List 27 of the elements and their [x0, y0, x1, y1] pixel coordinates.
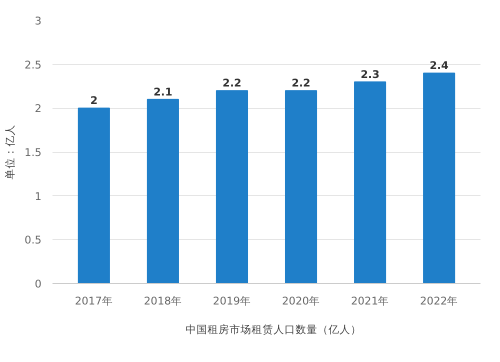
y-tick-label: 0 — [34, 278, 42, 290]
bar — [284, 90, 318, 284]
data-label: 2.1 — [154, 85, 172, 98]
y-tick-label: 1.5 — [24, 146, 42, 159]
bar — [354, 81, 386, 284]
x-tick-label: 2022年 — [420, 294, 458, 308]
y-axis-title: 单位：亿人 — [4, 124, 17, 180]
data-label: 2.3 — [360, 68, 380, 81]
y-tick-label: 2.5 — [24, 58, 42, 72]
data-label: 2 — [90, 94, 98, 108]
y-tick-label: 0.5 — [24, 234, 42, 247]
x-tick-label: 2019年 — [212, 294, 252, 308]
data-label: 2.4 — [430, 59, 449, 72]
data-label: 2.2 — [222, 76, 242, 90]
x-tick-label: 2020年 — [282, 294, 320, 308]
bar — [216, 90, 248, 284]
x-tick-label: 2021年 — [350, 294, 390, 308]
text: 中国租房市场租赁人口数量（亿人） — [186, 323, 362, 337]
x-tick-label: 2018年 — [144, 294, 182, 308]
y-tick-label: 3 — [34, 14, 42, 28]
bar — [146, 98, 179, 284]
data-label: 2.2 — [292, 76, 310, 90]
y-tick-label: 2 — [34, 102, 42, 116]
bar — [423, 72, 456, 284]
x-tick-label: 2017年 — [74, 294, 113, 308]
bar — [78, 108, 110, 284]
y-tick-label: 1 — [34, 190, 42, 203]
